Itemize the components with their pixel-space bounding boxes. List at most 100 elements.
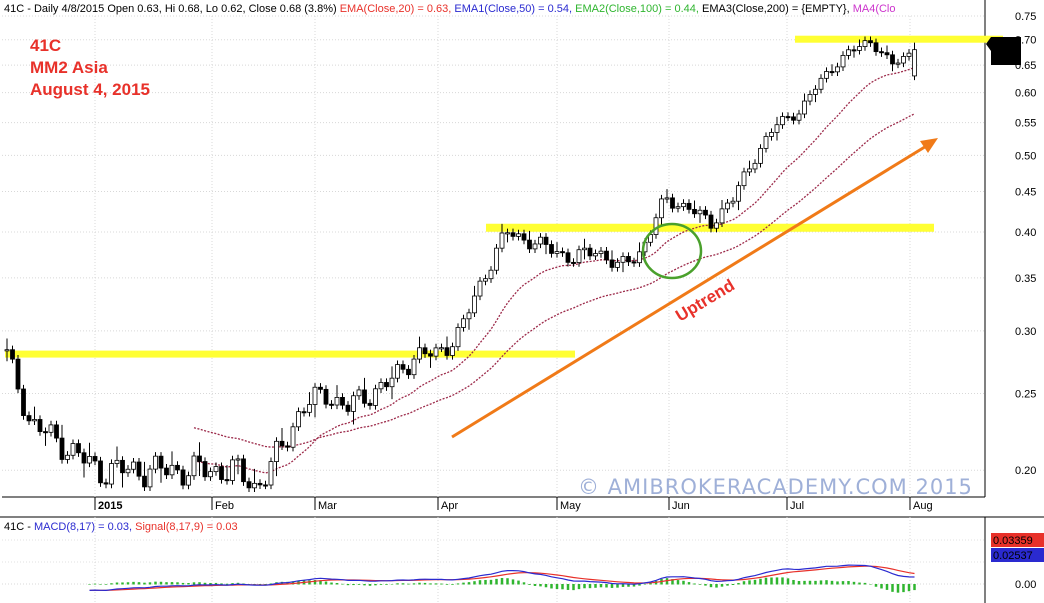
header-segment: EMA(Close,20) = 0.63, bbox=[337, 3, 452, 15]
candle-body bbox=[43, 431, 48, 434]
header-segment: MA4(Clo bbox=[850, 3, 896, 15]
candle-body bbox=[175, 464, 180, 471]
candle-body bbox=[862, 40, 868, 47]
candle-body bbox=[21, 388, 26, 416]
candle-body bbox=[224, 479, 230, 482]
candle-body bbox=[719, 208, 725, 224]
candle-body bbox=[813, 88, 818, 95]
candle-body bbox=[774, 124, 780, 133]
candle-body bbox=[565, 252, 571, 263]
close-label-1: 0.68 bbox=[995, 39, 1016, 51]
candle-body bbox=[235, 458, 241, 461]
candle-body bbox=[307, 404, 312, 413]
candle-body bbox=[890, 54, 895, 65]
candle-body bbox=[466, 312, 472, 320]
candle-body bbox=[499, 232, 505, 249]
candle-body bbox=[560, 251, 565, 254]
candle-body bbox=[37, 419, 43, 432]
candle-body bbox=[109, 463, 114, 485]
candle-body bbox=[433, 347, 439, 357]
macd-header-segment: 41C - bbox=[4, 521, 31, 533]
candle-body bbox=[329, 403, 334, 406]
candle-body bbox=[103, 482, 109, 485]
candle-body bbox=[54, 424, 59, 439]
candle-body bbox=[296, 411, 301, 428]
candle-body bbox=[472, 295, 477, 314]
candle-body bbox=[180, 469, 186, 486]
y-tick-label: 0.35 bbox=[1015, 273, 1036, 285]
candle-body bbox=[571, 261, 576, 264]
x-tick-label: Apr bbox=[441, 500, 458, 512]
candle-body bbox=[725, 202, 730, 210]
candle-body bbox=[147, 468, 153, 488]
header-segment: EMA3(Close,200) = {EMPTY}, bbox=[699, 3, 850, 15]
candle-body bbox=[455, 327, 461, 348]
candle-body bbox=[593, 253, 598, 257]
price-header: 41C - Daily 4/8/2015 Open 0.63, Hi 0.68,… bbox=[4, 3, 895, 15]
candle-body bbox=[505, 232, 510, 235]
candle-body bbox=[912, 49, 917, 77]
candle-body bbox=[807, 94, 813, 102]
candle-body bbox=[98, 460, 103, 484]
candle-body bbox=[120, 459, 125, 474]
candle-body bbox=[367, 402, 373, 406]
candle-body bbox=[846, 49, 851, 56]
candle-body bbox=[263, 484, 268, 487]
candle-body bbox=[26, 415, 32, 422]
candle-body bbox=[609, 259, 615, 268]
macd-tick-label: 0.00 bbox=[1015, 579, 1036, 591]
candle-body bbox=[477, 280, 483, 297]
candle-body bbox=[340, 397, 345, 406]
candle-body bbox=[488, 269, 494, 280]
close-label-2: 0.68 bbox=[995, 53, 1016, 65]
candle-body bbox=[114, 459, 120, 464]
candle-body bbox=[422, 347, 428, 355]
candle-body bbox=[675, 206, 681, 209]
candle-body bbox=[747, 168, 752, 173]
header-segment: EMA1(Close,50) = 0.54, bbox=[451, 3, 572, 15]
y-tick-label: 0.25 bbox=[1015, 389, 1036, 401]
macd-line bbox=[89, 564, 915, 592]
candle-body bbox=[582, 247, 587, 251]
candle-body bbox=[241, 458, 246, 483]
candle-body bbox=[389, 377, 395, 388]
candle-body bbox=[351, 395, 356, 412]
title-annotation-line: August 4, 2015 bbox=[30, 80, 150, 99]
candle-body bbox=[758, 147, 763, 164]
candle-body bbox=[219, 466, 224, 480]
candle-body bbox=[769, 132, 774, 137]
candle-body bbox=[406, 368, 411, 376]
close-label-box-2 bbox=[991, 51, 1021, 65]
candle-body bbox=[142, 475, 147, 488]
candle-body bbox=[279, 440, 285, 447]
candle-body bbox=[659, 198, 664, 219]
candle-body bbox=[400, 364, 406, 370]
candle-body bbox=[494, 247, 499, 271]
title-annotation-line: MM2 Asia bbox=[30, 58, 108, 77]
candle-body bbox=[670, 197, 675, 209]
candle-body bbox=[824, 71, 829, 79]
macd-header-segment: Signal(8,17,9) = 0.03 bbox=[132, 521, 238, 533]
x-tick-label: Mar bbox=[318, 500, 337, 512]
candle-body bbox=[527, 239, 532, 250]
candle-body bbox=[164, 467, 169, 476]
candle-body bbox=[576, 249, 582, 263]
ema50-line bbox=[193, 113, 915, 448]
candle-body bbox=[516, 233, 521, 237]
x-tick-label: Jun bbox=[672, 500, 690, 512]
candle-body bbox=[428, 353, 433, 357]
candle-body bbox=[318, 386, 323, 390]
candle-body bbox=[356, 389, 362, 397]
ema20-line bbox=[194, 66, 915, 474]
candle-body bbox=[615, 261, 620, 268]
candle-body bbox=[153, 455, 158, 470]
candle-body bbox=[626, 256, 631, 263]
x-tick-label: May bbox=[560, 500, 581, 512]
candle-body bbox=[686, 202, 692, 210]
candles bbox=[4, 36, 917, 492]
highlight-circle bbox=[641, 222, 703, 280]
candle-body bbox=[92, 456, 98, 462]
